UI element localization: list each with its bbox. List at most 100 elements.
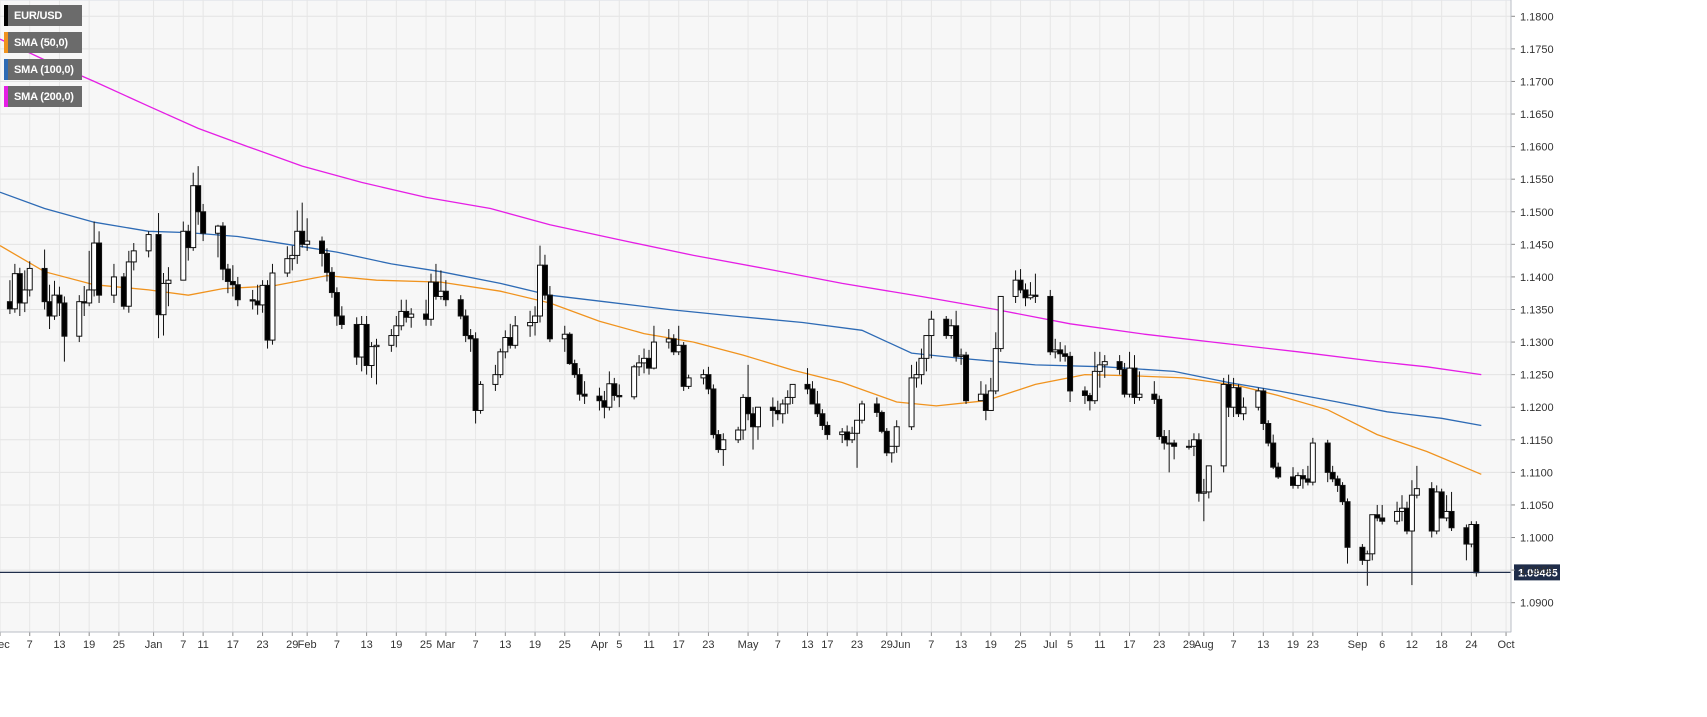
candle-body-up: [259, 284, 266, 306]
candle-body-down: [264, 284, 271, 341]
candle-body-down: [16, 273, 23, 304]
candle-body-up: [1220, 383, 1227, 467]
y-tick-label: 1.1450: [1520, 239, 1554, 251]
y-tick-label: 1.1300: [1520, 337, 1554, 349]
candle-body-up: [606, 383, 613, 408]
x-tick-label: 17: [227, 639, 239, 651]
x-tick-label: 25: [420, 639, 432, 651]
candle-body-down: [710, 388, 717, 436]
candle: [1394, 501, 1401, 525]
candle-body-up: [849, 432, 856, 441]
y-tick-label: 1.1600: [1520, 142, 1554, 154]
y-tick-label: 1.1750: [1520, 44, 1554, 56]
candle-body-down: [745, 396, 752, 415]
candle-body-up: [754, 406, 761, 428]
legend-item-sma-200[interactable]: SMA (200,0): [4, 86, 82, 107]
candle-body-down: [299, 230, 306, 245]
candle: [319, 236, 326, 267]
candle: [86, 250, 93, 307]
legend-item-sma-100[interactable]: SMA (100,0): [4, 59, 82, 80]
x-tick-label: 13: [360, 639, 372, 651]
candle: [824, 421, 831, 440]
candle-body-up: [1413, 488, 1420, 496]
candle-body-up: [997, 295, 1004, 350]
candle: [581, 381, 588, 404]
candle-body-down: [581, 393, 588, 397]
candle: [96, 231, 103, 303]
candle-body-down: [41, 267, 48, 303]
candle: [804, 368, 811, 395]
candle-body-down: [472, 338, 479, 411]
candle: [1047, 289, 1054, 356]
candle-body-down: [571, 363, 578, 376]
x-tick-label: 7: [334, 639, 340, 651]
candle-body-up: [740, 396, 747, 431]
candle-body-up: [1185, 445, 1192, 448]
candle-body-up: [1369, 514, 1376, 555]
legend-item-eurusd[interactable]: EUR/USD: [4, 5, 82, 26]
candle: [859, 400, 866, 424]
y-tick-label: 1.1650: [1520, 109, 1554, 121]
candle-body-up: [1364, 553, 1371, 561]
sma-line-100: [0, 191, 1482, 427]
candle-body-up: [1255, 390, 1262, 408]
candle-body-down: [1151, 393, 1158, 400]
candle-body-down: [81, 301, 88, 304]
candle-body-down: [1463, 527, 1470, 545]
candle-body-down: [219, 225, 226, 270]
candle: [190, 172, 197, 251]
x-tick-label: 23: [851, 639, 863, 651]
candle: [1275, 462, 1282, 479]
y-tick-label: 1.1550: [1520, 174, 1554, 186]
candle: [323, 248, 330, 282]
x-tick-label: 19: [985, 639, 997, 651]
candle-body-down: [824, 424, 831, 436]
candle-body-up: [859, 403, 866, 421]
candle: [21, 270, 28, 313]
candle-body-down: [442, 290, 449, 301]
sma-line-200: [0, 38, 1482, 376]
x-tick-label: 19: [1287, 639, 1299, 651]
candle: [992, 332, 999, 395]
candle-body-down: [1448, 510, 1455, 529]
candle-body-up: [11, 273, 18, 310]
x-tick-label: Sep: [1348, 639, 1368, 651]
candle-body-up: [641, 357, 648, 364]
candle: [1151, 381, 1158, 404]
candle: [160, 272, 167, 336]
candle: [789, 383, 796, 404]
candle-body-down: [963, 354, 970, 402]
candle-body-up: [735, 429, 742, 441]
candle: [125, 250, 132, 313]
candle-body-down: [1299, 475, 1306, 480]
candle: [229, 265, 236, 297]
candle-body-down: [546, 294, 553, 340]
candle-body-down: [462, 315, 469, 337]
candle: [1468, 521, 1475, 548]
grid-layer: [0, 0, 1512, 633]
candle-body-up: [110, 276, 117, 296]
candle-body-down: [1324, 442, 1331, 473]
candle-body-down: [1171, 442, 1178, 447]
candle-body-down: [185, 230, 192, 249]
candle-body-up: [923, 335, 930, 359]
candle: [1096, 351, 1103, 388]
candle: [1299, 469, 1306, 489]
candle-body-down: [1428, 488, 1435, 532]
candle-body-up: [125, 261, 132, 307]
candle-body-down: [670, 338, 677, 353]
candle-body-down: [319, 240, 326, 254]
candle-body-down: [120, 276, 127, 307]
candle-body-down: [229, 280, 236, 286]
candle: [1067, 351, 1074, 403]
legend-item-sma-50[interactable]: SMA (50,0): [4, 32, 82, 53]
candle: [616, 384, 623, 408]
x-tick-label: 11: [197, 639, 208, 651]
candle: [289, 245, 296, 271]
candle-body-up: [1399, 507, 1406, 512]
x-tick-label: 13: [499, 639, 511, 651]
candle-body-up: [398, 310, 405, 327]
x-axis: Dec7131925Jan711172329Feb7131925Mar71319…: [0, 631, 1515, 651]
candle-body-up: [1012, 279, 1019, 297]
